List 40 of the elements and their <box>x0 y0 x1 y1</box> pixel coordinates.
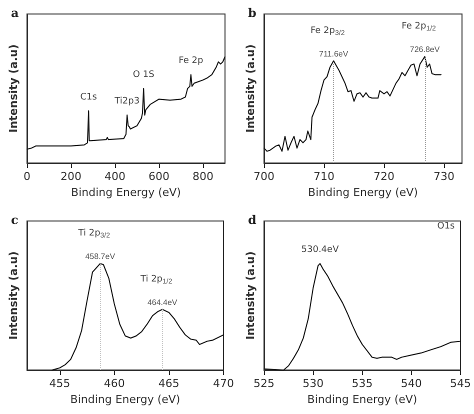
x-axis-title: Binding Energy (eV) <box>70 392 180 406</box>
annotation: C1s <box>80 92 98 102</box>
x-axis-title: Binding Energy (eV) <box>71 186 181 199</box>
ref-line-label: 726.8eV <box>410 45 440 54</box>
x-tick-label: 700 <box>254 170 274 183</box>
x-tick-label: 400 <box>104 170 126 183</box>
x-tick-label: 460 <box>104 377 125 390</box>
chart-title: c <box>11 213 18 227</box>
x-tick-label: 600 <box>148 170 170 183</box>
annotation: Fe 2p <box>178 56 204 66</box>
text: O1s <box>437 222 456 232</box>
annotation: 530.4eV <box>301 245 340 256</box>
x-tick-label: 800 <box>192 170 214 183</box>
y-axis-title: Intensity (a.u) <box>244 251 257 340</box>
y-axis-title: Intensity (a.u) <box>7 44 20 133</box>
y-axis-title: Intensity (a.u) <box>7 251 20 340</box>
y-axis-title: Intensity (a.u) <box>244 44 257 133</box>
x-tick-label: 465 <box>158 377 180 390</box>
x-tick-label: 0 <box>24 170 30 183</box>
x-tick-label: 545 <box>450 377 471 390</box>
annotation: O 1S <box>132 70 155 80</box>
x-tick-label: 540 <box>400 377 422 390</box>
x-tick-label: 200 <box>60 170 82 183</box>
annotation: Ti2p3 <box>114 96 140 107</box>
x-tick-label: 530 <box>302 377 324 390</box>
ref-line-label: 711.6eV <box>318 49 349 58</box>
chart-title: b <box>248 6 256 20</box>
x-tick-label: 535 <box>352 377 373 390</box>
x-tick-label: 730 <box>434 170 454 183</box>
x-tick-label: 455 <box>49 377 70 390</box>
chart-title: a <box>11 6 19 20</box>
x-tick-label: 710 <box>314 170 334 183</box>
x-axis-title: Binding Energy (eV) <box>307 392 418 406</box>
ref-line-label: 458.7eV <box>85 252 116 262</box>
x-tick-label: 720 <box>374 170 394 183</box>
chart-title: d <box>248 213 257 227</box>
x-axis-title: Binding Energy (eV) <box>308 186 418 199</box>
ref-line-label: 464.4eV <box>147 298 178 307</box>
x-tick-label: 525 <box>254 377 274 390</box>
x-tick-label: 470 <box>213 377 234 390</box>
